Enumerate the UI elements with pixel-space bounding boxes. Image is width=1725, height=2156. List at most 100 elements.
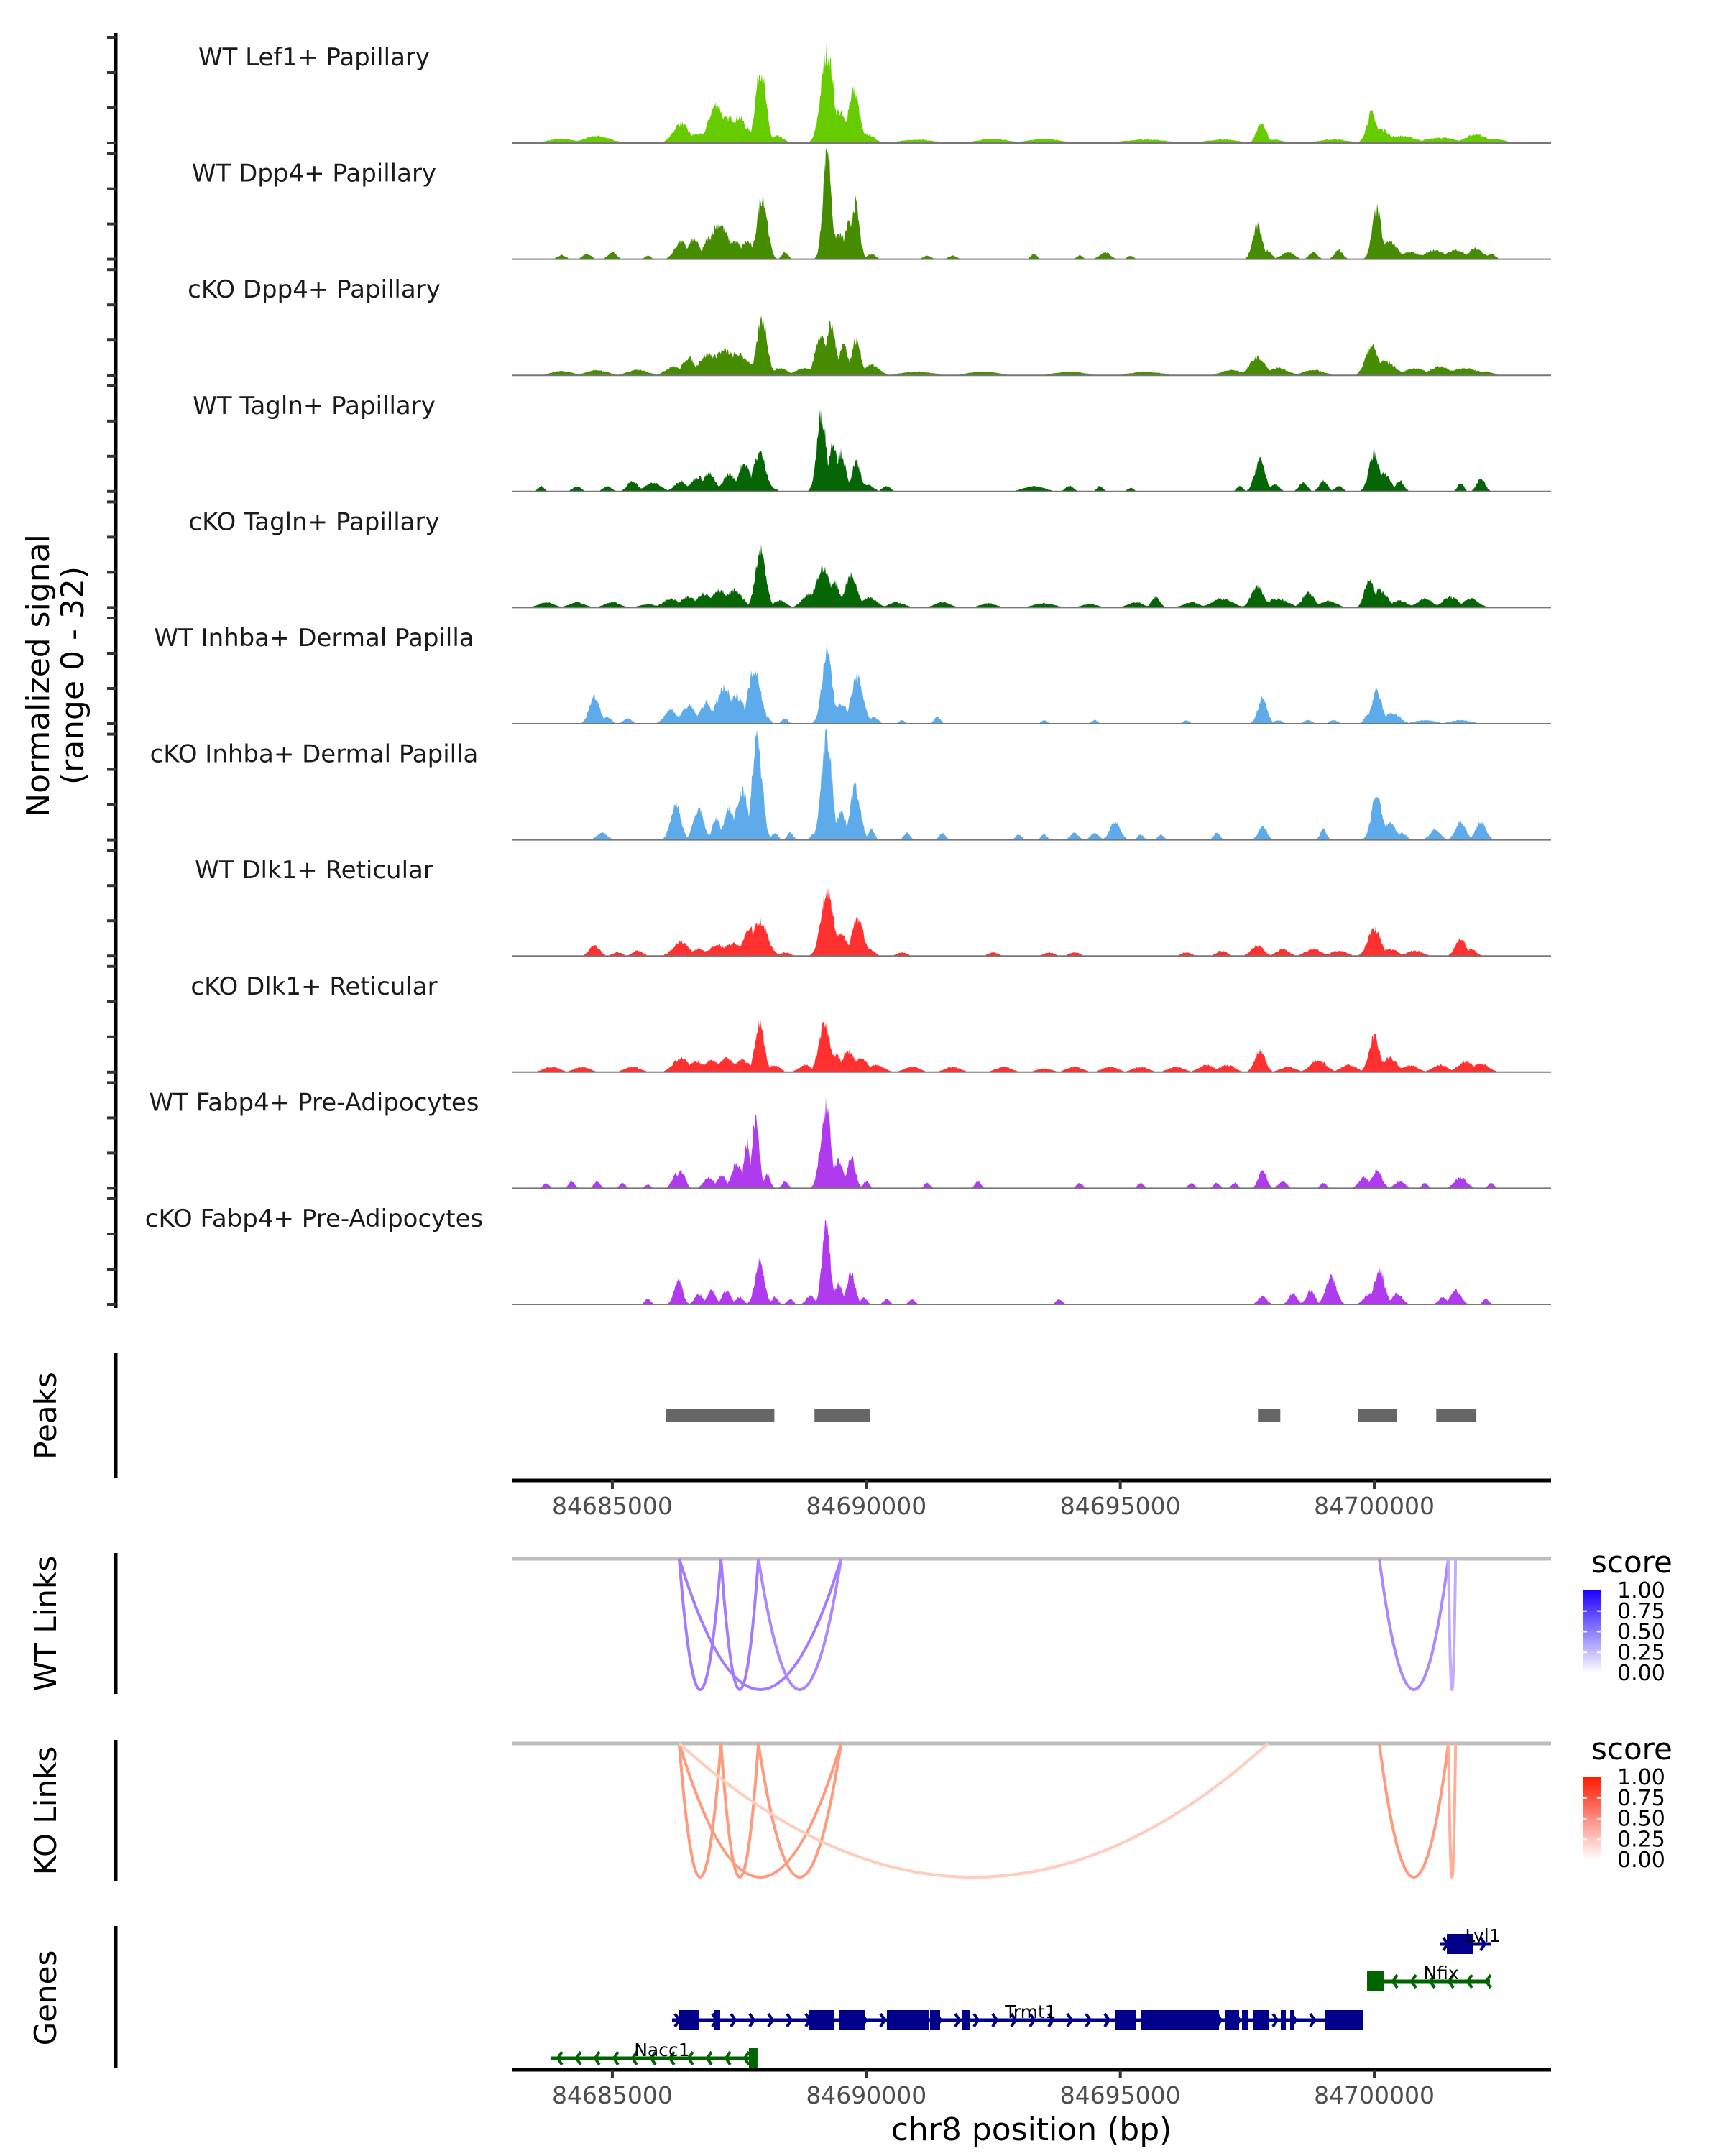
coverage-track: WT Dpp4+ Papillary [192, 147, 1551, 260]
track-label: WT Tagln+ Papillary [193, 392, 436, 420]
track-label: cKO Fabp4+ Pre-Adipocytes [145, 1204, 484, 1233]
links-panel-label: KO Links [28, 1746, 63, 1876]
link-arc [678, 1743, 843, 1879]
coverage-ylabel-line2: (range 0 - 32) [55, 566, 91, 785]
strand-arrow-left-icon [1391, 1973, 1399, 1989]
track-label: WT Inhba+ Dermal Papilla [154, 624, 474, 653]
x-tick-label: 84690000 [806, 2081, 926, 2109]
link-arc [1447, 1558, 1458, 1691]
track-label: WT Lef1+ Papillary [198, 43, 430, 72]
gene-exon [1114, 2010, 1137, 2030]
gene-exon [839, 2010, 865, 2030]
link-arc [678, 1742, 1269, 1879]
peak-bar [1436, 1409, 1477, 1422]
gene-exon [809, 2010, 834, 2030]
link-arc [757, 1558, 843, 1691]
links-panel-label: WT Links [28, 1556, 63, 1691]
legend-tick-label: 0.00 [1617, 1848, 1665, 1873]
coverage-track: WT Tagln+ Papillary [193, 392, 1551, 492]
x-tick-label: 84700000 [1314, 2081, 1435, 2109]
strand-arrow-left-icon [742, 2050, 750, 2066]
strand-arrow-left-icon [686, 2050, 694, 2066]
gene-exon [1290, 2010, 1295, 2030]
link-arc [678, 1743, 723, 1879]
x-tick-label: 84685000 [552, 2081, 673, 2109]
legend-tick-label: 0.75 [1617, 1786, 1665, 1811]
strand-arrow-right-icon [991, 2012, 999, 2028]
gene-trmt1: Trmt1 [671, 2001, 1363, 2030]
x-axis-ticks-bottom: 84685000 84690000 84695000 84700000 [552, 2070, 1435, 2109]
coverage-area [512, 41, 1551, 144]
strand-arrow-right-icon [730, 2012, 737, 2028]
legend-tick-label: 1.00 [1617, 1578, 1665, 1603]
gene-exon [1325, 2010, 1363, 2030]
gene-exon [1281, 2010, 1287, 2030]
strand-arrow-left-icon [724, 2050, 732, 2066]
track-label: cKO Dpp4+ Papillary [188, 275, 441, 304]
track-label: WT Fabp4+ Pre-Adipocytes [150, 1088, 479, 1117]
peak-bar [1258, 1409, 1281, 1422]
strand-arrow-left-icon [1484, 1973, 1492, 1989]
link-arc [678, 1558, 723, 1691]
coverage-area [512, 315, 1551, 376]
strand-arrow-left-icon [1428, 1973, 1436, 1989]
link-arc [678, 1558, 843, 1691]
strand-arrow-left-icon [1447, 1973, 1455, 1989]
x-tick-label: 84690000 [806, 1492, 926, 1520]
strand-arrow-right-icon [1010, 2012, 1018, 2028]
gene-exon [678, 2010, 699, 2030]
strand-arrow-right-icon [1029, 2012, 1036, 2028]
strand-arrow-right-icon [767, 2012, 775, 2028]
legend-tick-label: 0.50 [1617, 1620, 1665, 1645]
legend-tick-label: 0.00 [1617, 1661, 1665, 1686]
link-arc [1378, 1743, 1450, 1879]
coverage-track: cKO Inhba+ Dermal Papilla [150, 728, 1551, 841]
coverage-axis-ticks [107, 36, 116, 1306]
peak-bar [814, 1409, 870, 1422]
strand-arrow-right-icon [879, 2012, 887, 2028]
gene-exon [1141, 2010, 1220, 2030]
track-label: cKO Inhba+ Dermal Papilla [150, 740, 479, 769]
coverage-tracks: WT Lef1+ Papillary WT Dpp4+ Papillary cKO … [145, 41, 1551, 1305]
strand-arrow-right-icon [1309, 2012, 1317, 2028]
coverage-area [512, 1220, 1551, 1304]
gene-models: Lyl1 Nfix Trmt1 Nacc1 [550, 1925, 1501, 2068]
x-axis-title: chr8 position (bp) [891, 2111, 1172, 2148]
gene-exon [886, 2010, 929, 2030]
coverage-track: WT Dlk1+ Reticular [195, 856, 1551, 957]
gene-exon [1252, 2010, 1269, 2030]
x-axis-ticks-top: 84685000 84690000 84695000 84700000 [552, 1480, 1435, 1520]
track-label: WT Dpp4+ Papillary [192, 160, 436, 188]
strand-arrow-left-icon [630, 2050, 638, 2066]
gene-label: Nfix [1423, 1963, 1458, 1984]
strand-arrow-right-icon [1103, 2012, 1111, 2028]
gene-exon [961, 2010, 970, 2030]
link-arc [719, 1743, 760, 1879]
x-tick-label: 84685000 [552, 1492, 673, 1520]
strand-arrow-left-icon [612, 2050, 620, 2066]
gene-exon [1447, 1934, 1474, 1954]
track-label: cKO Dlk1+ Reticular [190, 972, 437, 1001]
coverage-area [512, 1097, 1551, 1189]
x-tick-label: 84695000 [1060, 1492, 1181, 1520]
strand-arrow-right-icon [1271, 2012, 1279, 2028]
strand-arrow-right-icon [972, 2012, 980, 2028]
gene-nfix: Nfix [1367, 1963, 1492, 1991]
coverage-track: cKO Dpp4+ Papillary [188, 275, 1551, 377]
x-tick-label: 84695000 [1060, 2081, 1181, 2109]
track-label: WT Dlk1+ Reticular [195, 856, 433, 885]
strand-arrow-left-icon [593, 2050, 601, 2066]
gene-label: Nacc1 [634, 2040, 689, 2060]
strand-arrow-left-icon [1409, 1973, 1417, 1989]
legend-tick-label: 0.50 [1617, 1807, 1665, 1832]
coverage-ylabel-line1: Normalized signal [20, 534, 57, 817]
link-arc [719, 1558, 760, 1691]
strand-arrow-right-icon [748, 2012, 756, 2028]
strand-arrow-left-icon [556, 2050, 564, 2066]
peak-bar [1358, 1409, 1397, 1422]
strand-arrow-right-icon [1085, 2012, 1092, 2028]
peaks-panel-label: Peaks [28, 1372, 63, 1460]
strand-arrow-right-icon [1066, 2012, 1074, 2028]
